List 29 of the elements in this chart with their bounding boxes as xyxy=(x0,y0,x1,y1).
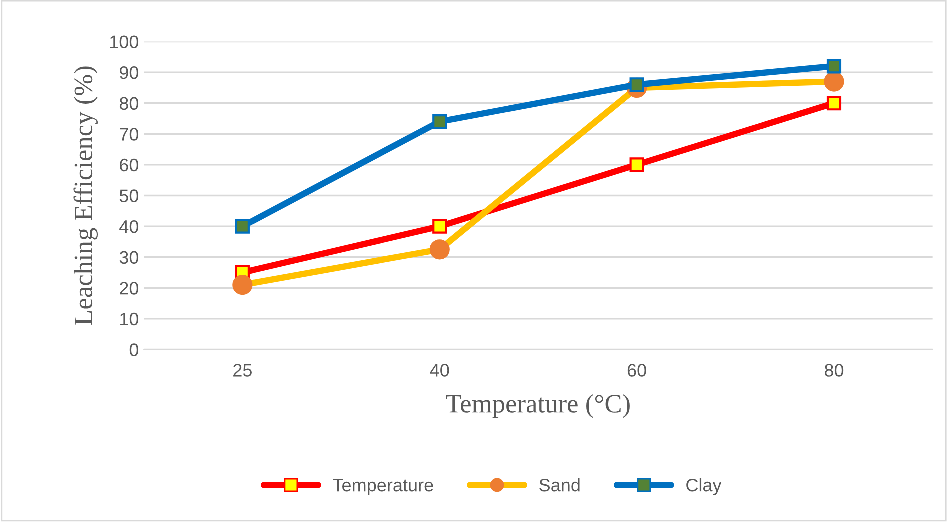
x-tick-label: 40 xyxy=(430,364,450,377)
y-tick-label: 20 xyxy=(120,282,139,295)
y-tick-label: 50 xyxy=(120,190,139,202)
y-axis-title: Leaching Efficiency (%) xyxy=(74,66,98,326)
y-tick-label: 70 xyxy=(120,128,139,141)
y-tick-label: 80 xyxy=(120,97,139,110)
x-axis-title: Temperature (°C) xyxy=(446,394,630,418)
legend-label: Clay xyxy=(686,478,722,496)
point xyxy=(826,59,842,74)
point xyxy=(630,158,644,172)
point xyxy=(826,96,842,111)
point xyxy=(432,114,448,130)
y-tick-label: 60 xyxy=(120,158,139,172)
point xyxy=(235,219,250,234)
point xyxy=(824,72,844,92)
x-tick-label: 60 xyxy=(628,364,646,377)
y-tick-label: 30 xyxy=(120,251,139,264)
y-tick-label: 100 xyxy=(110,36,139,48)
y-tick-label: 40 xyxy=(120,220,139,234)
point xyxy=(232,274,253,296)
x-tick-label: 25 xyxy=(234,364,252,377)
y-tick-label: 10 xyxy=(120,312,139,326)
point xyxy=(432,219,448,234)
y-tick-label: 90 xyxy=(120,66,139,80)
legend-label: Temperature xyxy=(333,479,434,496)
x-tick-label: 80 xyxy=(824,364,844,377)
y-tick-label: 0 xyxy=(130,344,139,356)
legend-label: Sand xyxy=(540,478,580,492)
point xyxy=(430,240,450,260)
